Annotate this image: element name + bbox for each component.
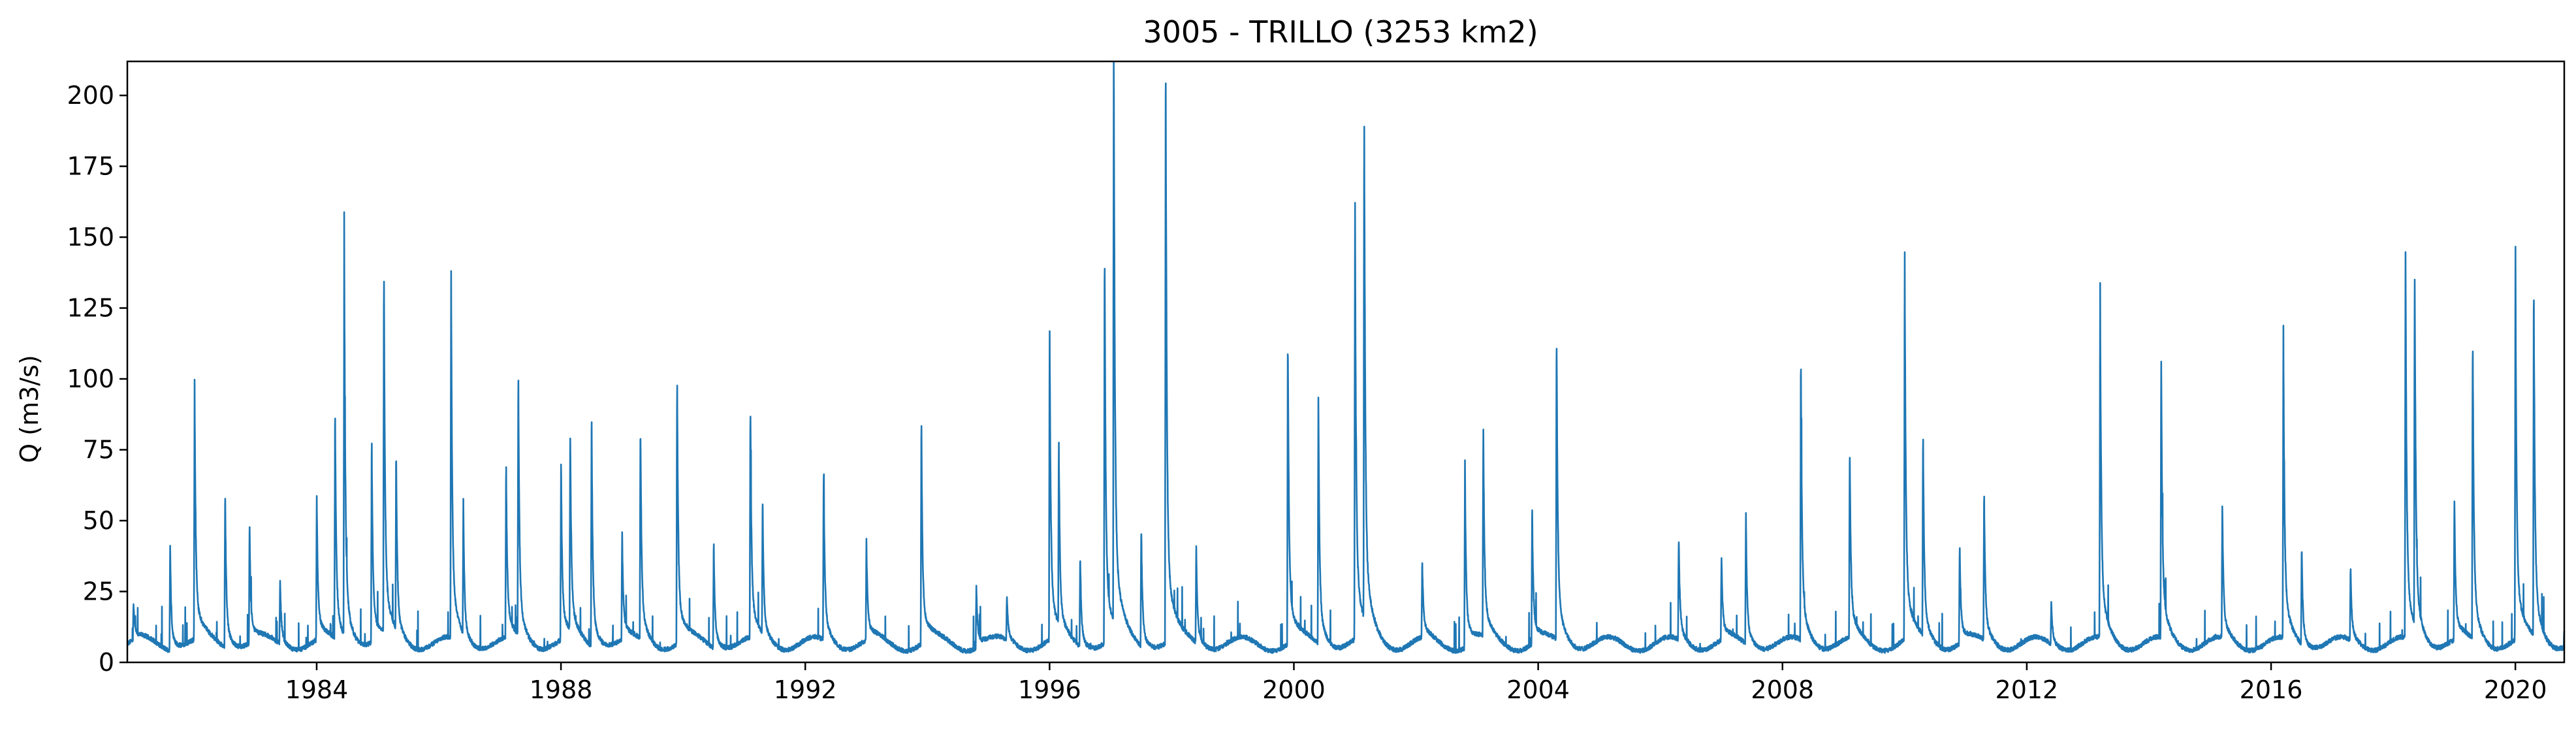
y-tick-label: 75 [83, 436, 114, 464]
x-tick-label: 2000 [1262, 675, 1326, 704]
y-tick-label: 150 [67, 223, 114, 251]
y-tick-label: 0 [99, 648, 114, 677]
y-axis-ticks: 0 25 50 75 100 125 150 175 200 [67, 81, 127, 677]
x-tick-label: 2020 [2484, 675, 2547, 704]
y-axis-label: Q (m3/s) [15, 355, 44, 462]
x-tick-label: 2016 [2240, 675, 2303, 704]
y-tick-label: 175 [67, 152, 114, 181]
x-axis-ticks: 1984 1988 1992 1996 2000 2004 2008 2012 2016 2020 [285, 662, 2547, 704]
y-tick-label: 50 [83, 506, 114, 535]
y-tick-label: 25 [83, 577, 114, 606]
x-tick-label: 2004 [1506, 675, 1570, 704]
y-tick-label: 200 [67, 81, 114, 110]
x-tick-label: 2008 [1751, 675, 1814, 704]
x-tick-label: 1996 [1018, 675, 1081, 704]
x-tick-label: 1992 [774, 675, 837, 704]
chart-title: 3005 - TRILLO (3253 km2) [1143, 14, 1538, 50]
x-tick-label: 2012 [1996, 675, 2059, 704]
y-tick-label: 125 [67, 294, 114, 323]
y-tick-label: 100 [67, 364, 114, 393]
discharge-series-line [127, 60, 2566, 655]
plot-frame [126, 60, 2566, 664]
x-tick-label: 1988 [530, 675, 593, 704]
x-tick-label: 1984 [285, 675, 349, 704]
